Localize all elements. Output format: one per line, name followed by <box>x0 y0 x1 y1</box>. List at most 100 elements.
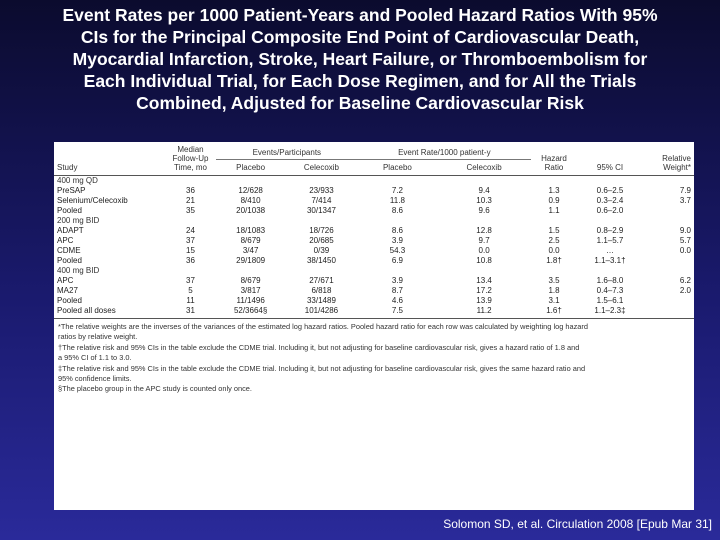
table-row: MA27 5 3/817 6/818 8.7 17.2 1.8 0.4–7.3 2.0 <box>54 286 694 296</box>
table-row: PreSAP 36 12/628 23/933 7.2 9.4 1.3 0.6–2.5 7.9 <box>54 186 694 196</box>
footnote: *The relative weights are the inverses o… <box>58 322 588 331</box>
cell-ci: 0.6–2.0 <box>596 206 624 215</box>
cell-rate-celecoxib: 12.8 <box>476 226 492 235</box>
cell-rate-celecoxib: 9.7 <box>478 236 490 245</box>
cell-rate-placebo: 6.9 <box>391 256 403 265</box>
title-line: Each Individual Trial, for Each Dose Reg… <box>83 71 637 91</box>
slide-title: Event Rates per 1000 Patient-Years and P… <box>8 4 712 114</box>
title-line: CIs for the Principal Composite End Poin… <box>80 27 640 47</box>
col-study: Study <box>57 163 78 172</box>
cell-followup: 31 <box>186 306 195 315</box>
group-label: 200 mg BID <box>57 216 100 225</box>
cell-events-placebo: 3/817 <box>240 286 261 295</box>
cell-hazard-ratio: 3.1 <box>548 296 560 305</box>
cell-study: Pooled <box>57 256 82 265</box>
cell-weight: 7.9 <box>679 186 691 195</box>
cell-events-celecoxib: 33/1489 <box>306 296 336 305</box>
cell-rate-placebo: 54.3 <box>389 246 406 255</box>
cell-study: Pooled <box>57 206 82 215</box>
cell-hazard-ratio: 0.9 <box>548 196 560 205</box>
cell-ci: 0.3–2.4 <box>596 196 624 205</box>
cell-events-placebo: 29/1809 <box>236 256 266 265</box>
cell-study: CDME <box>57 246 81 255</box>
cell-rate-celecoxib: 9.6 <box>478 206 490 215</box>
cell-followup: 37 <box>186 236 195 245</box>
cell-followup: 24 <box>186 226 195 235</box>
cell-rate-placebo: 3.9 <box>391 236 403 245</box>
table-row: CDME 15 3/47 0/39 54.3 0.0 0.0 … 0.0 <box>54 246 694 256</box>
cell-ci: 1.5–6.1 <box>596 296 624 305</box>
cell-ci: 1.6–8.0 <box>596 276 624 285</box>
group-label: 400 mg QD <box>57 176 98 185</box>
cell-weight <box>643 256 694 266</box>
cell-hazard-ratio: 0.0 <box>548 246 560 255</box>
col-rate-celecoxib: Celecoxib <box>466 163 502 172</box>
col-followup: Median Follow-Up Time, mo <box>172 145 209 172</box>
cell-events-celecoxib: 27/671 <box>309 276 334 285</box>
cell-study: PreSAP <box>57 186 86 195</box>
cell-rate-placebo: 7.5 <box>391 306 403 315</box>
cell-followup: 5 <box>188 286 193 295</box>
cell-ci: 0.4–7.3 <box>596 286 624 295</box>
cell-events-celecoxib: 30/1347 <box>306 206 336 215</box>
cell-events-celecoxib: 6/818 <box>311 286 332 295</box>
table-group-row: 400 mg QD <box>54 176 694 187</box>
cell-rate-celecoxib: 9.4 <box>478 186 490 195</box>
cell-events-celecoxib: 38/1450 <box>306 256 336 265</box>
cell-weight <box>643 296 694 306</box>
footnote: 95% confidence limits. <box>58 374 132 384</box>
col-ci: 95% CI <box>596 163 624 172</box>
col-events-celecoxib: Celecoxib <box>303 163 340 172</box>
cell-rate-placebo: 11.8 <box>389 196 405 205</box>
cell-ci: … <box>606 246 614 255</box>
cell-weight: 3.7 <box>679 196 691 205</box>
cell-study: APC <box>57 236 74 245</box>
cell-events-placebo: 8/679 <box>240 236 261 245</box>
cell-events-placebo: 52/3664§ <box>233 306 268 315</box>
cell-followup: 21 <box>186 196 195 205</box>
cell-hazard-ratio: 1.1 <box>548 206 560 215</box>
table-row: APC 37 8/679 20/685 3.9 9.7 2.5 1.1–5.7 5.7 <box>54 236 694 246</box>
cell-followup: 37 <box>186 276 195 285</box>
cell-rate-celecoxib: 13.9 <box>476 296 492 305</box>
cell-rate-celecoxib: 13.4 <box>476 276 492 285</box>
cell-hazard-ratio: 1.6† <box>546 306 562 315</box>
cell-events-celecoxib: 0/39 <box>313 246 330 255</box>
table-panel: Study Median Follow-Up Time, mo Events/P… <box>54 142 694 510</box>
footnote: ‡The relative risk and 95% CIs in the ta… <box>58 363 586 373</box>
table-group-row: 400 mg BID <box>54 266 694 276</box>
cell-study: Pooled all doses <box>57 306 116 315</box>
cell-events-celecoxib: 23/933 <box>309 186 334 195</box>
cell-study: MA27 <box>57 286 78 295</box>
cell-rate-celecoxib: 11.2 <box>476 306 492 315</box>
cell-study: Pooled <box>57 296 82 305</box>
cell-hazard-ratio: 1.3 <box>548 186 560 195</box>
cell-followup: 15 <box>186 246 195 255</box>
footnote: †The relative risk and 95% CIs in the ta… <box>58 342 580 352</box>
cell-hazard-ratio: 3.5 <box>548 276 560 285</box>
cell-rate-celecoxib: 10.3 <box>476 196 492 205</box>
cell-events-placebo: 20/1038 <box>236 206 266 215</box>
table-row: Pooled 36 29/1809 38/1450 6.9 10.8 1.8† 1.1–3.1… <box>54 256 694 266</box>
cell-hazard-ratio: 1.5 <box>548 226 560 235</box>
cell-ci: 0.6–2.5 <box>596 186 624 195</box>
cell-hazard-ratio: 2.5 <box>548 236 560 245</box>
cell-rate-placebo: 3.9 <box>391 276 403 285</box>
table-body: 400 mg QD PreSAP 36 12/628 23/933 7.2 9.4 1.3 0.… <box>54 176 694 317</box>
cell-followup: 35 <box>186 206 195 215</box>
cell-events-celecoxib: 18/726 <box>309 226 334 235</box>
cell-events-placebo: 8/410 <box>240 196 261 205</box>
table-row: Pooled all doses 31 52/3664§ 101/4286 7.5 11.… <box>54 306 694 316</box>
col-hr: Hazard Ratio <box>541 154 567 172</box>
cell-rate-placebo: 8.6 <box>391 206 403 215</box>
cell-rate-celecoxib: 0.0 <box>478 246 490 255</box>
table-group-row: 200 mg BID <box>54 216 694 226</box>
results-table: Study Median Follow-Up Time, mo Events/P… <box>54 142 694 316</box>
table-row: Pooled 35 20/1038 30/1347 8.6 9.6 1.1 0.6–2.0 <box>54 206 694 216</box>
col-weight: Relative Weight* <box>662 154 691 172</box>
citation: Solomon SD, et al. Circulation 2008 [Epu… <box>443 517 712 531</box>
cell-weight <box>643 306 694 316</box>
cell-weight: 2.0 <box>679 286 691 295</box>
cell-rate-placebo: 7.2 <box>391 186 403 195</box>
cell-ci: 1.1–2.3‡ <box>594 306 626 315</box>
